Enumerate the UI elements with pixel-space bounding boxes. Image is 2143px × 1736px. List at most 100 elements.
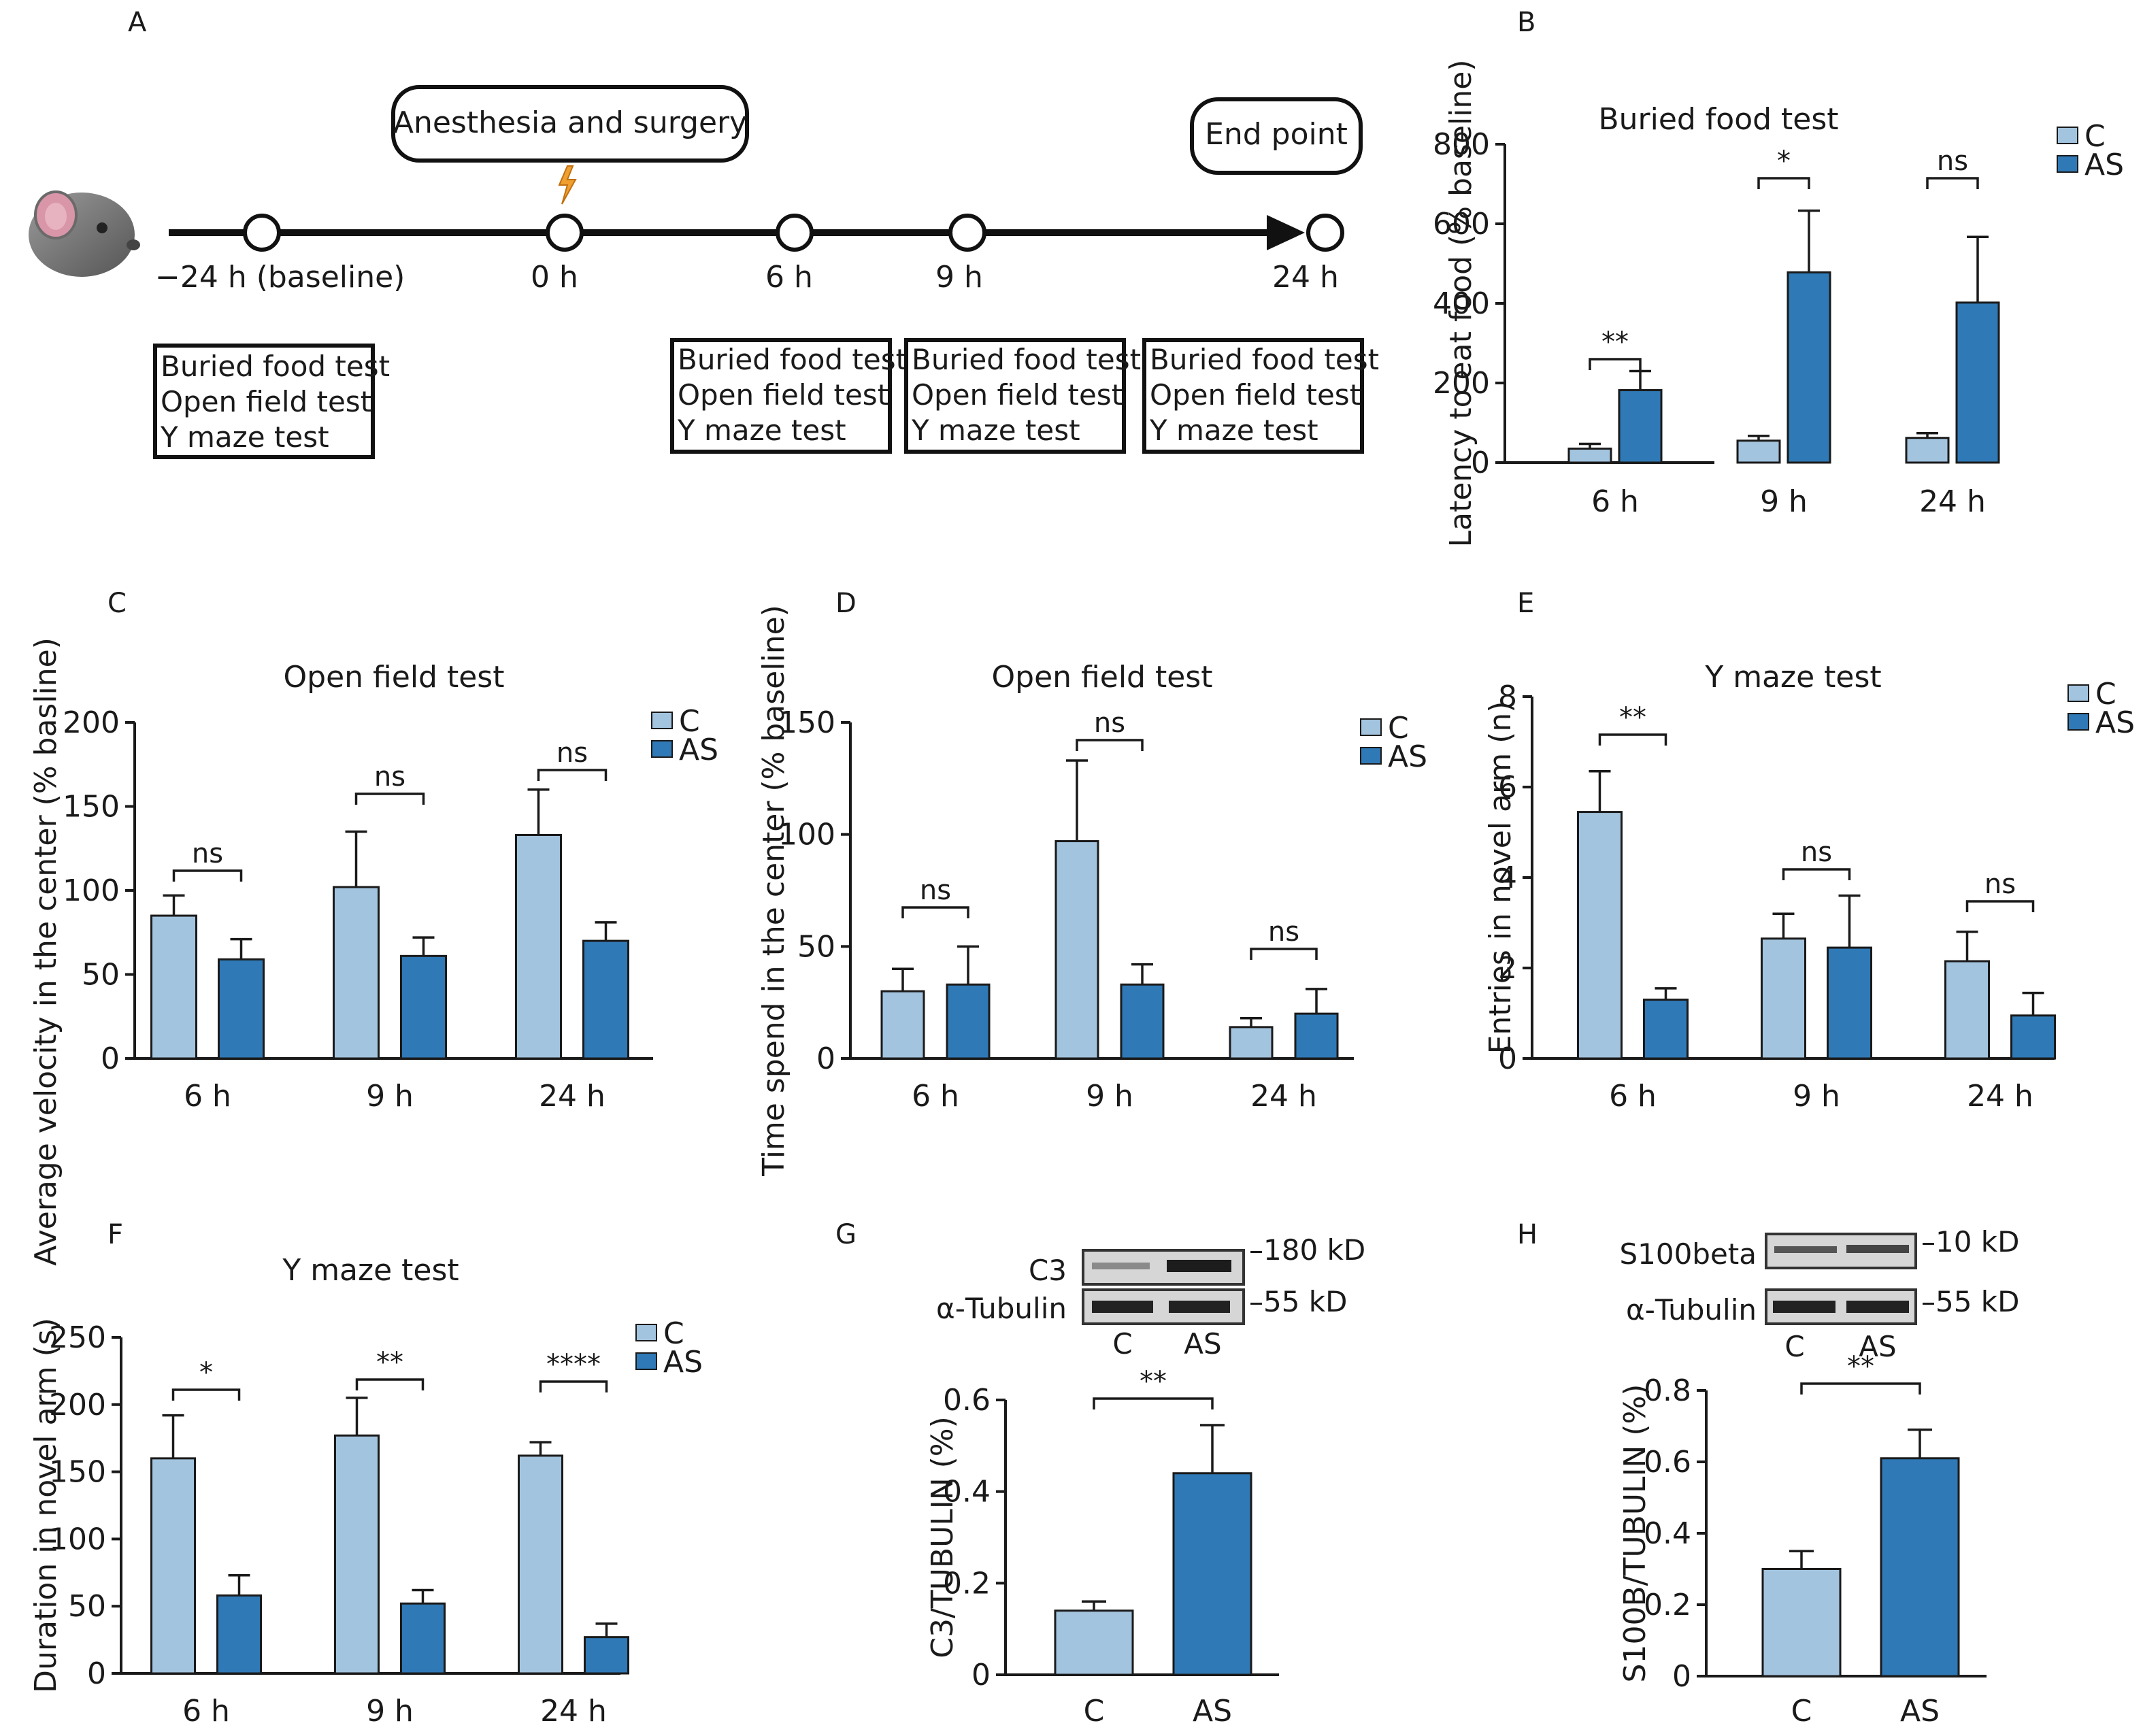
- y-tick-label: 100: [63, 873, 120, 908]
- panel-label-b: B: [1517, 7, 1535, 38]
- legend-swatch: [2067, 684, 2089, 702]
- significance-bracket: [1965, 900, 2035, 912]
- x-tick-label: 6 h: [1591, 484, 1639, 519]
- x-tick-label: 24 h: [1967, 1079, 2033, 1114]
- y-tick-label: 0: [971, 1658, 991, 1692]
- significance-label: **: [376, 1347, 403, 1378]
- blot-top-label: S100beta: [1619, 1237, 1757, 1271]
- significance-label: ns: [556, 737, 588, 769]
- x-tick-label: 24 h: [539, 1079, 605, 1114]
- significance-label: ns: [1094, 707, 1125, 739]
- chart-title: Y maze test: [282, 1253, 459, 1288]
- y-tick-label: 150: [778, 705, 835, 740]
- y-tick-label: 0: [1672, 1659, 1691, 1694]
- bar-c: [333, 886, 380, 1060]
- significance-label: ns: [1937, 146, 1968, 177]
- y-tick-label: 0: [816, 1041, 835, 1076]
- significance-bracket: [1800, 1382, 1921, 1395]
- bar-as: [1643, 999, 1689, 1060]
- y-tick-label: 2: [1498, 951, 1517, 986]
- test-box-line: Open field test: [161, 385, 371, 418]
- test-box-24h: Buried food test Open field test Y maze …: [1142, 338, 1379, 454]
- bar-c: [1054, 1609, 1134, 1676]
- y-tick-label: 0.2: [943, 1566, 991, 1601]
- surgery-label: Anesthesia and surgery: [393, 105, 747, 140]
- blot-bottom-label: α-Tubulin: [936, 1292, 1067, 1325]
- significance-label: ns: [1801, 837, 1832, 868]
- blot-bottom-kd: –55 kD: [1921, 1285, 2019, 1318]
- significance-label: **: [1140, 1366, 1167, 1397]
- chart-title: Y maze test: [1704, 660, 1881, 695]
- bar-as: [1618, 389, 1663, 464]
- y-axis-label: Time spend in the center (% baseline): [757, 605, 791, 1177]
- blot-band-tubulin-c: [1092, 1301, 1153, 1313]
- significance-label: ****: [546, 1349, 601, 1380]
- chart-f: 0 50 100 150 200 250 Y maze test Duration in no…: [29, 1253, 703, 1729]
- chart-b: 0 200 400 600 800 Buried food test Latency to …: [1433, 60, 2124, 548]
- significance-bracket: [1250, 948, 1318, 960]
- blot-lane-as: AS: [1184, 1327, 1221, 1361]
- significance-bracket: [1757, 177, 1810, 189]
- significance-bracket: [1093, 1397, 1214, 1409]
- y-tick-label: 50: [68, 1589, 106, 1624]
- bar-c: [1229, 1026, 1274, 1060]
- bar-c: [334, 1434, 380, 1675]
- x-tick-label: 24 h: [1250, 1079, 1317, 1114]
- legend-swatch: [2057, 155, 2078, 173]
- y-tick-label: 8: [1498, 680, 1517, 714]
- significance-bracket: [537, 769, 608, 781]
- x-tick-label: 24 h: [1919, 484, 1986, 519]
- significance-bracket: [1598, 733, 1667, 746]
- blot-band-s100-as: [1846, 1245, 1909, 1253]
- bar-c: [1736, 439, 1781, 464]
- bar-c: [1577, 811, 1623, 1060]
- test-box-line: Open field test: [912, 378, 1123, 412]
- y-tick-label: 600: [1433, 207, 1490, 241]
- bar-c: [515, 833, 562, 1060]
- timeline-label-9h: 9 h: [935, 260, 983, 295]
- panel-label-d: D: [835, 588, 857, 619]
- bar-c: [518, 1454, 563, 1675]
- significance-bracket: [1076, 739, 1144, 751]
- blot-g: C3 α-Tubulin –180 kD –55 kD C AS: [936, 1233, 1365, 1361]
- end-point-callout: [1190, 97, 1363, 175]
- test-box-line: Y maze test: [911, 414, 1080, 447]
- significance-label: **: [1619, 702, 1646, 733]
- bar-c: [1567, 448, 1612, 464]
- timeline-arrowhead: [1267, 215, 1305, 250]
- chart-d: 0 50 100 150 Open field test Time spend in th…: [757, 605, 1427, 1177]
- bar-as: [1880, 1457, 1960, 1677]
- significance-bracket: [172, 869, 243, 882]
- significance-label: ns: [920, 875, 951, 906]
- y-tick-label: 0: [1498, 1041, 1517, 1076]
- panel-label-e: E: [1517, 588, 1534, 619]
- y-tick-label: 0.4: [1644, 1516, 1691, 1551]
- bar-c: [150, 914, 197, 1060]
- bar-c: [150, 1457, 196, 1675]
- timeline-point-0h: [546, 214, 584, 252]
- test-box-line: Y maze test: [160, 420, 329, 454]
- x-tick-label: C: [1084, 1694, 1105, 1729]
- significance-bracket: [901, 906, 969, 918]
- y-tick-label: 0.8: [1644, 1373, 1691, 1408]
- test-box-line: Y maze test: [1149, 414, 1318, 447]
- legend-swatch: [1360, 747, 1382, 765]
- timeline-point-6h: [776, 214, 814, 252]
- blot-bottom-label: α-Tubulin: [1626, 1293, 1757, 1326]
- blot-band-tubulin-as: [1169, 1301, 1230, 1313]
- legend-label: AS: [1388, 739, 1427, 774]
- panel-label-g: G: [835, 1219, 857, 1250]
- x-tick-label: C: [1791, 1694, 1812, 1729]
- significance-bracket: [1782, 868, 1851, 880]
- test-box-9h: Buried food test Open field test Y maze …: [904, 338, 1141, 454]
- bar-c: [1761, 1568, 1842, 1677]
- significance-bracket: [539, 1380, 608, 1392]
- x-tick-label: 6 h: [912, 1079, 959, 1114]
- timeline-label-6h: 6 h: [765, 260, 813, 295]
- bar-as: [946, 983, 991, 1060]
- bar-as: [582, 939, 629, 1060]
- x-tick-label: 9 h: [1793, 1079, 1840, 1114]
- y-tick-label: 150: [63, 790, 120, 824]
- test-box-baseline: Buried food test Open field test Y maze …: [153, 344, 390, 459]
